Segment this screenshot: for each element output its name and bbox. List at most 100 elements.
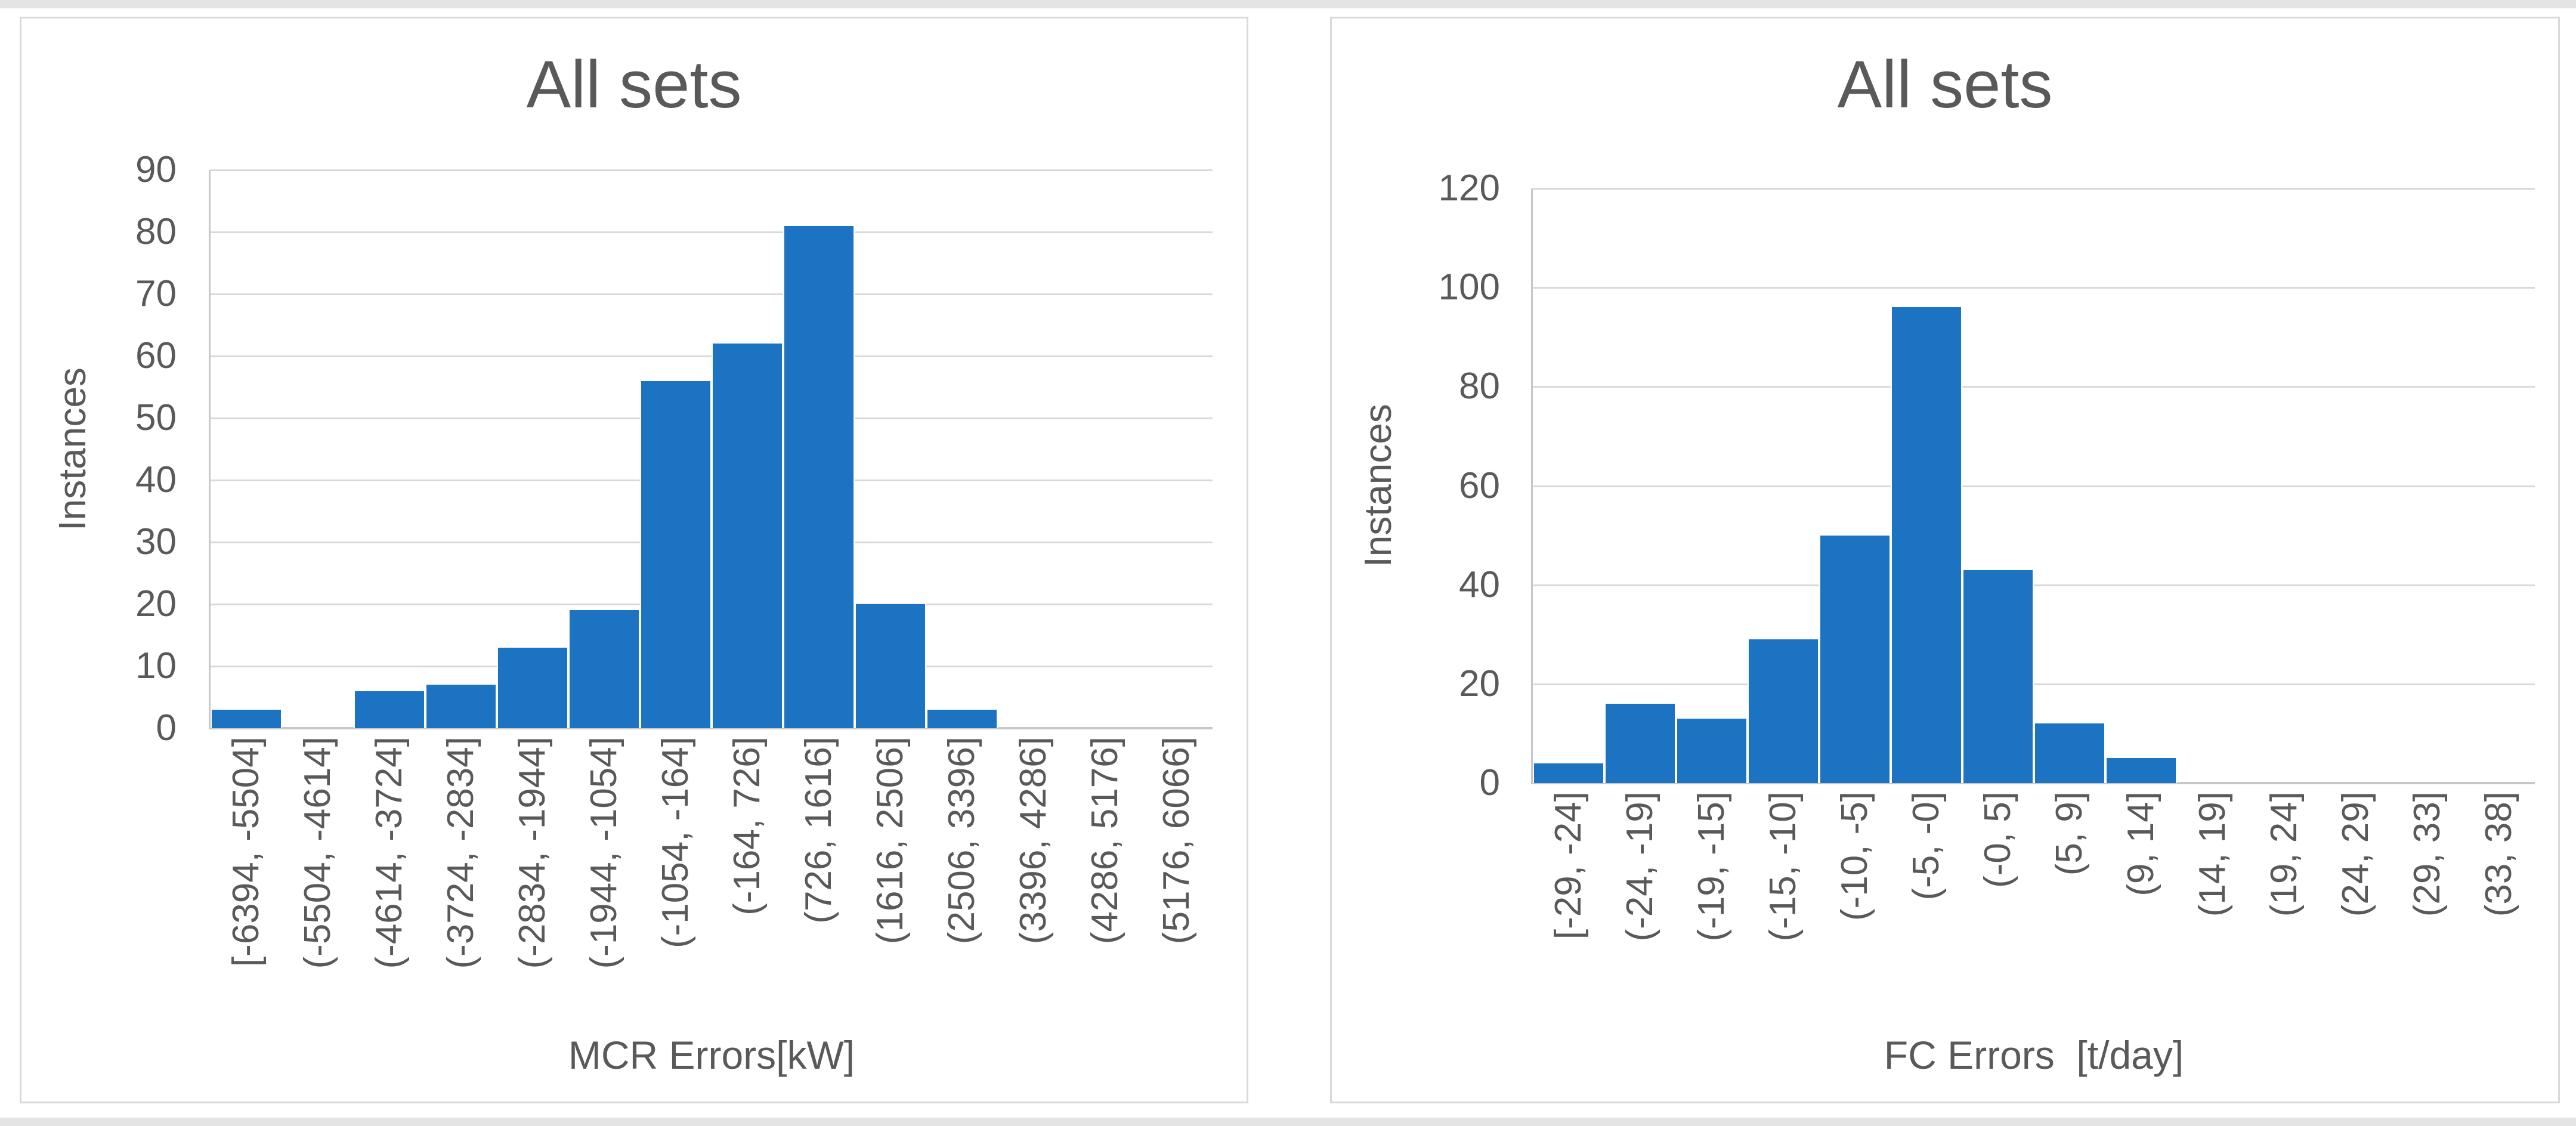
y-tick-label: 40	[1459, 564, 1500, 605]
bar-slot	[2034, 188, 2105, 783]
y-tick-label: 20	[135, 583, 177, 624]
histogram-bar	[855, 604, 926, 728]
x-tick-label: (5, 9]	[2049, 791, 2091, 876]
x-tick-slot: (14, 19]	[2177, 791, 2249, 1030]
x-tick-label: [-6394, -5504]	[225, 737, 267, 967]
gridline	[211, 231, 1213, 234]
x-tick-label: (-1054, -164]	[655, 737, 697, 948]
histogram-bar	[2034, 723, 2105, 783]
bar-slot	[712, 170, 783, 728]
y-axis-line	[209, 170, 211, 729]
x-tick-label: (-2834, -1944]	[512, 737, 553, 969]
histogram-bar	[1891, 307, 1962, 783]
x-tick-label: (4286, 5176]	[1084, 737, 1126, 945]
x-axis-tick-labels: [-29, -24] (-24, -19] (-19, -15] (-15, -10]…	[1533, 791, 2535, 1030]
x-tick-label: (-0, 5]	[1977, 791, 2019, 888]
y-tick-label: 90	[135, 149, 177, 190]
bar-slot	[568, 170, 640, 728]
histogram-bar	[1819, 535, 1891, 783]
bar-slot	[1604, 188, 1676, 783]
histogram-bar	[354, 691, 425, 728]
histogram-bar	[211, 709, 282, 728]
y-axis-line	[1531, 188, 1533, 784]
x-axis-line	[211, 727, 1213, 729]
y-tick-label: 0	[156, 707, 177, 748]
chart-card-fc-errors: All sets Instances 0 20 40 60 80 100 120 [-29,…	[1330, 17, 2560, 1103]
x-tick-slot: (-4614, -3724]	[354, 737, 425, 993]
y-tick-label: 0	[1479, 762, 1500, 803]
y-tick-label: 80	[1459, 366, 1500, 407]
y-tick-label: 30	[135, 521, 177, 563]
histogram-bar	[926, 709, 998, 728]
x-tick-slot: [-29, -24]	[1533, 791, 1604, 1030]
x-tick-label: (-24, -19]	[1619, 791, 1661, 942]
gridline	[211, 169, 1213, 171]
x-tick-label: (1616, 2506]	[870, 737, 911, 945]
x-tick-slot: (-5504, -4614]	[282, 737, 354, 993]
histogram-bar	[1676, 719, 1748, 783]
bar-slot	[2392, 188, 2463, 783]
y-tick-label: 60	[1459, 465, 1500, 506]
y-axis-tick-labels: 0 10 20 30 40 50 60 70 80 90	[57, 151, 177, 747]
x-tick-label: (5176, 6066]	[1156, 737, 1198, 945]
bar-slot	[425, 170, 497, 728]
histogram-bar	[783, 225, 855, 728]
x-tick-slot: (-15, -10]	[1748, 791, 1819, 1030]
page-bottom-strip	[0, 1118, 2576, 1126]
x-tick-label: (29, 33]	[2407, 791, 2448, 917]
bar-slot	[2463, 188, 2535, 783]
bar-slot	[2249, 188, 2320, 783]
histogram-bar	[568, 610, 640, 728]
bar-slot	[2105, 188, 2177, 783]
x-tick-slot: (-10, -5]	[1819, 791, 1891, 1030]
x-tick-slot: (5176, 6066]	[1141, 737, 1213, 993]
x-tick-label: (-10, -5]	[1834, 791, 1876, 921]
y-tick-label: 40	[135, 459, 177, 500]
x-tick-label: (-15, -10]	[1762, 791, 1804, 942]
gridline	[1533, 584, 2535, 586]
x-axis-line	[1533, 782, 2535, 784]
x-tick-slot: [-6394, -5504]	[211, 737, 282, 993]
gridline	[1533, 485, 2535, 487]
x-tick-slot: (-19, -15]	[1676, 791, 1748, 1030]
bar-slot	[855, 170, 926, 728]
bar-slot	[1069, 170, 1141, 728]
y-tick-label: 100	[1438, 267, 1500, 308]
page-top-strip	[0, 0, 2576, 8]
x-axis-title: MCR Errors[kW]	[568, 1033, 855, 1077]
x-tick-label: (-1944, -1054]	[583, 737, 625, 969]
gridline	[1533, 386, 2535, 388]
x-tick-slot: (3396, 4286]	[998, 737, 1069, 993]
bar-slot	[926, 170, 998, 728]
y-tick-label: 50	[135, 397, 177, 438]
histogram-bar	[640, 381, 712, 728]
gridline	[211, 293, 1213, 295]
x-tick-label: (14, 19]	[2192, 791, 2234, 917]
bar-slot	[1962, 188, 2034, 783]
gridline	[1533, 188, 2535, 190]
plot-area	[209, 169, 1213, 729]
x-tick-label: (-5, -0]	[1906, 791, 1947, 901]
gridline	[1533, 683, 2535, 685]
y-tick-label: 10	[135, 645, 177, 686]
x-tick-slot: (-3724, -2834]	[425, 737, 497, 993]
chart-title: All sets	[1837, 47, 2053, 122]
x-tick-slot: (5, 9]	[2034, 791, 2105, 1030]
y-tick-label: 20	[1459, 663, 1500, 704]
x-tick-slot: (24, 29]	[2320, 791, 2392, 1030]
x-tick-label: (-5504, -4614]	[297, 737, 339, 969]
histogram-bar	[1748, 639, 1819, 783]
bars-series	[211, 170, 1213, 728]
bar-slot	[1676, 188, 1748, 783]
bar-slot	[211, 170, 282, 728]
bar-slot	[1748, 188, 1819, 783]
bar-slot	[354, 170, 425, 728]
x-tick-slot: (2506, 3396]	[926, 737, 998, 993]
bar-slot	[640, 170, 712, 728]
x-tick-slot: (4286, 5176]	[1069, 737, 1141, 993]
chart-title: All sets	[526, 47, 742, 122]
x-tick-slot: (19, 24]	[2249, 791, 2320, 1030]
x-tick-label: (3396, 4286]	[1013, 737, 1054, 945]
y-tick-label: 80	[135, 211, 177, 252]
x-tick-slot: (-1054, -164]	[640, 737, 712, 993]
